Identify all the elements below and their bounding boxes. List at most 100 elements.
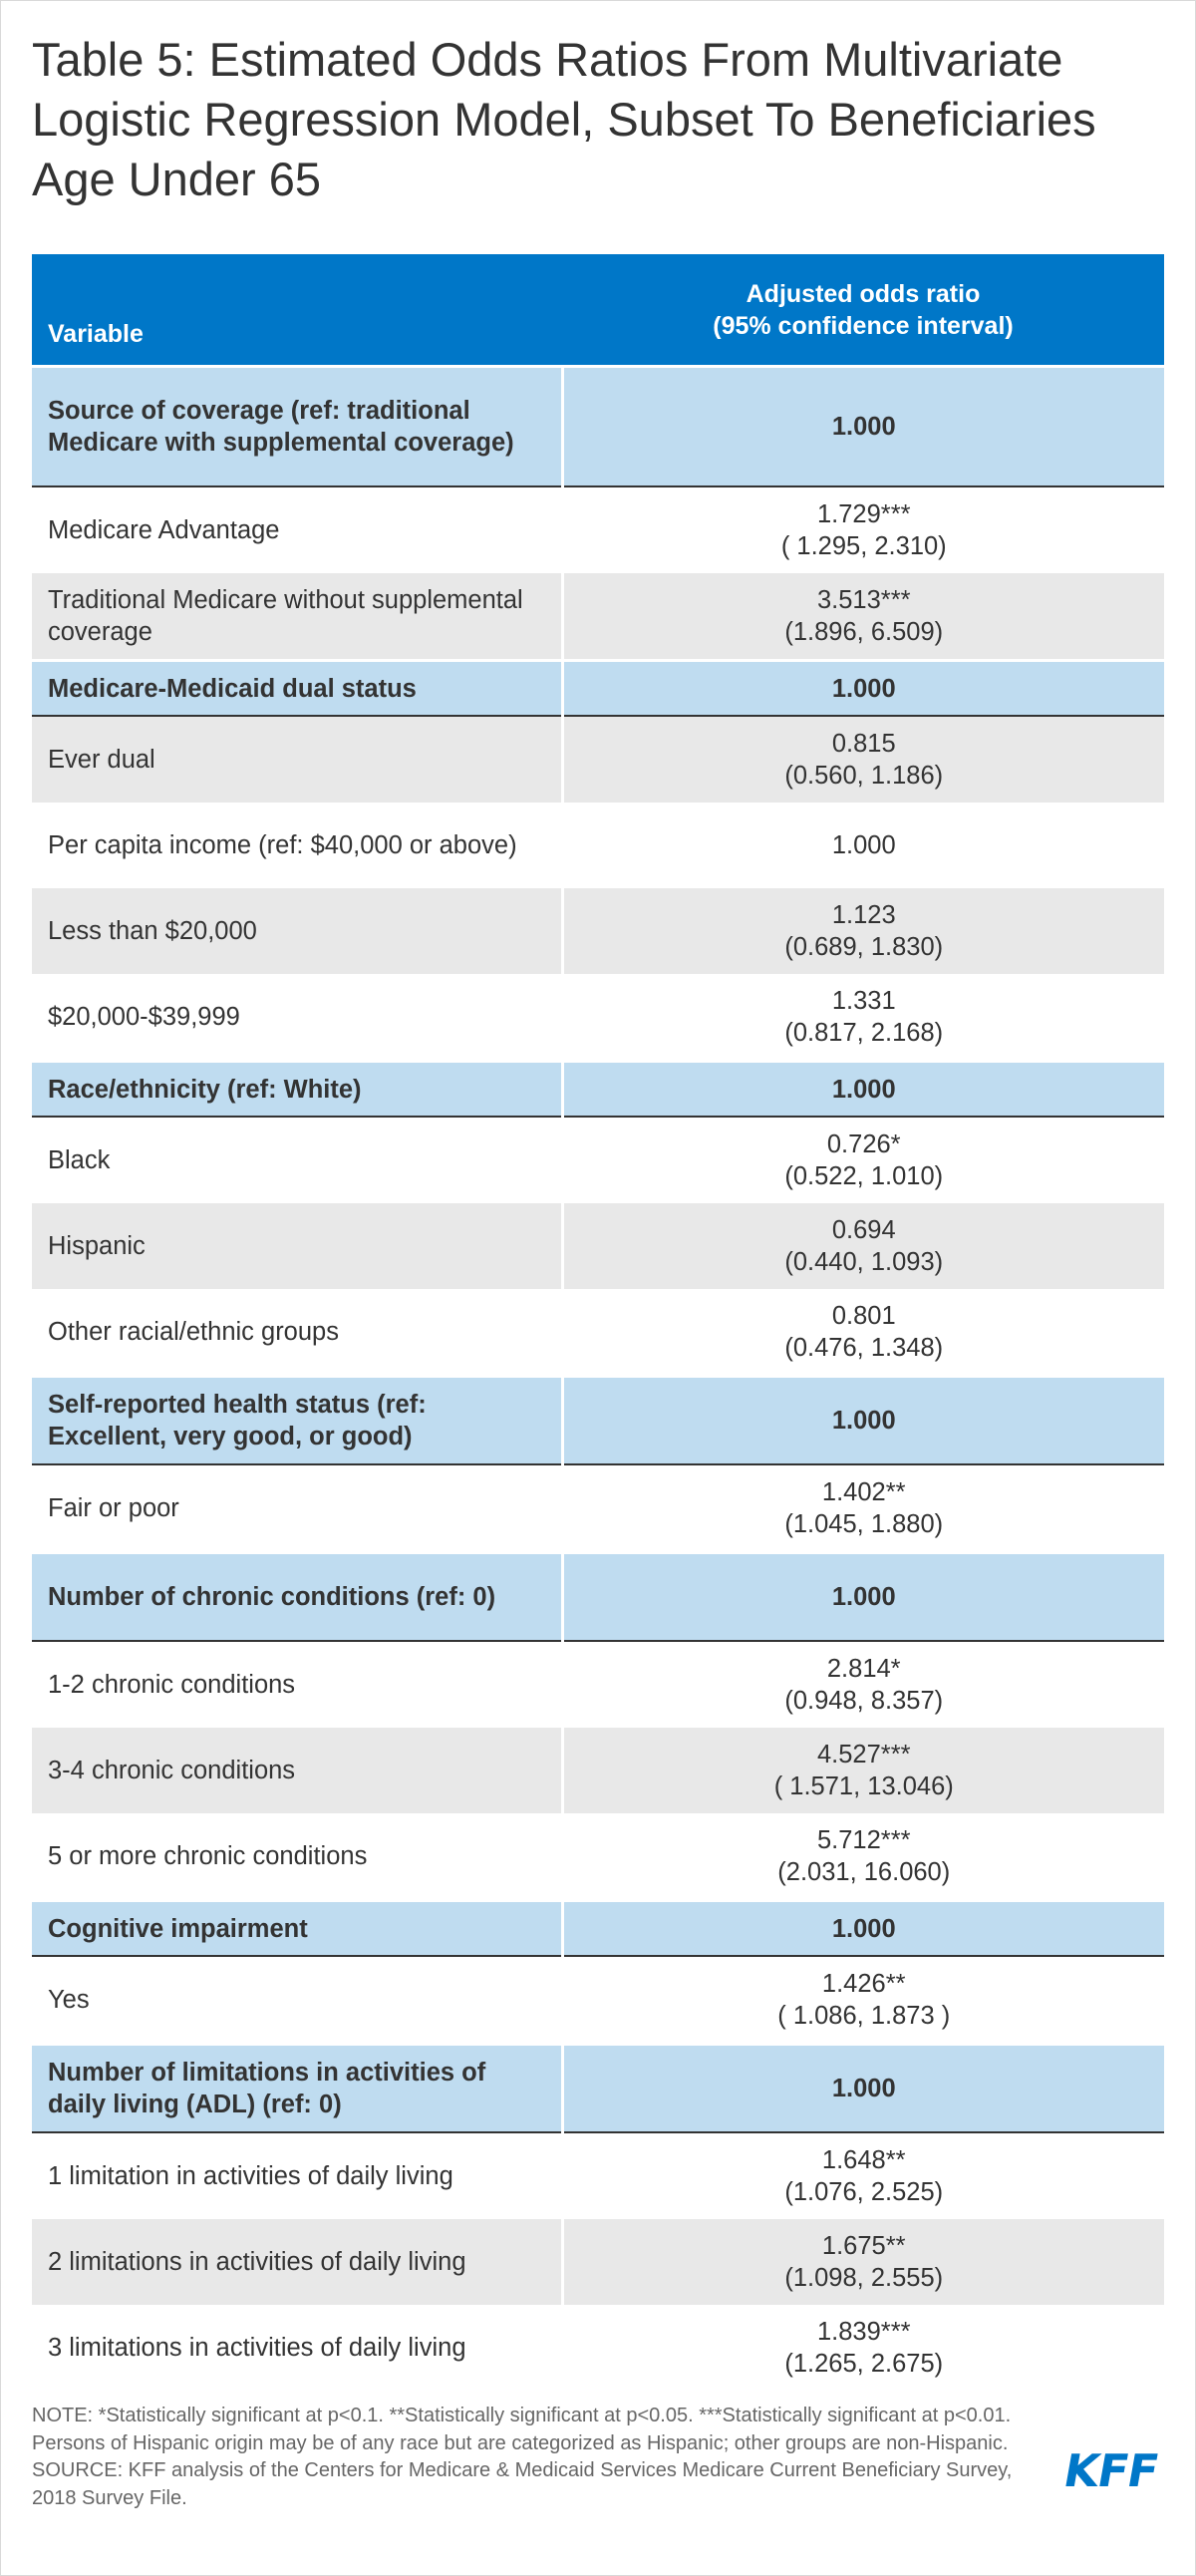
odds-ratio-cell: 1.675** (1.098, 2.555) bbox=[562, 2219, 1164, 2305]
odds-ratio-value: 1.648** bbox=[821, 2146, 906, 2174]
confidence-interval: (0.560, 1.186) bbox=[784, 762, 944, 790]
variable-cell: Per capita income (ref: $40,000 or above… bbox=[32, 803, 564, 888]
table-row: $20,000-$39,999 1.331 (0.817, 2.168) bbox=[32, 974, 1164, 1062]
odds-ratio-cell: 0.815 (0.560, 1.186) bbox=[562, 716, 1164, 803]
section-header-row: Race/ethnicity (ref: White) 1.000 bbox=[32, 1061, 1164, 1117]
odds-ratio-cell: 1.000 bbox=[562, 803, 1164, 888]
table-row: Per capita income (ref: $40,000 or above… bbox=[32, 803, 1164, 888]
variable-cell: 2 limitations in activities of daily liv… bbox=[32, 2219, 564, 2305]
section-header-row: Medicare-Medicaid dual status 1.000 bbox=[32, 660, 1164, 716]
odds-ratio-header-line1: Adjusted odds ratio bbox=[746, 279, 981, 308]
table-row: 1-2 chronic conditions 2.814* (0.948, 8.35… bbox=[32, 1641, 1164, 1728]
odds-ratio-cell: 3.513*** (1.896, 6.509) bbox=[562, 573, 1164, 661]
confidence-interval: ( 1.571, 13.046) bbox=[773, 1772, 954, 1800]
variable-cell: 1 limitation in activities of daily livi… bbox=[32, 2132, 564, 2219]
odds-ratio-value: 1.000 bbox=[831, 1407, 896, 1435]
confidence-interval: (1.045, 1.880) bbox=[784, 1510, 944, 1538]
table-row: Other racial/ethnic groups 0.801 (0.476, 1… bbox=[32, 1289, 1164, 1377]
variable-cell: Fair or poor bbox=[32, 1464, 564, 1553]
variable-cell: 1-2 chronic conditions bbox=[32, 1641, 564, 1728]
variable-column-header: Variable bbox=[32, 254, 562, 367]
variable-cell: Black bbox=[32, 1117, 564, 1203]
odds-ratio-cell: 0.694 (0.440, 1.093) bbox=[562, 1203, 1164, 1289]
odds-ratio-value: 5.712*** bbox=[816, 1826, 911, 1854]
odds-ratio-value: 1.123 bbox=[831, 901, 896, 929]
confidence-interval: (0.522, 1.010) bbox=[784, 1162, 944, 1190]
variable-cell: Race/ethnicity (ref: White) bbox=[32, 1061, 564, 1117]
variable-cell: Source of coverage (ref: traditional Med… bbox=[32, 366, 564, 486]
confidence-interval: (1.076, 2.525) bbox=[784, 2178, 944, 2206]
section-header-row: Cognitive impairment 1.000 bbox=[32, 1900, 1164, 1956]
odds-ratio-cell: 1.331 (0.817, 2.168) bbox=[562, 974, 1164, 1062]
variable-cell: Less than $20,000 bbox=[32, 888, 564, 974]
confidence-interval: (1.896, 6.509) bbox=[784, 618, 944, 646]
odds-ratio-value: 1.000 bbox=[831, 674, 896, 703]
table-row: 5 or more chronic conditions 5.712*** (2.0… bbox=[32, 1813, 1164, 1901]
section-header-row: Self-reported health status (ref: Excell… bbox=[32, 1376, 1164, 1464]
table-body: Source of coverage (ref: traditional Med… bbox=[32, 366, 1164, 2391]
odds-ratio-cell: 1.729*** ( 1.295, 2.310) bbox=[562, 486, 1164, 573]
variable-cell: Other racial/ethnic groups bbox=[32, 1289, 564, 1377]
odds-ratio-table: Variable Adjusted odds ratio (95% confid… bbox=[32, 254, 1164, 2391]
section-header-row: Number of limitations in activities of d… bbox=[32, 2044, 1164, 2132]
table-row: 3-4 chronic conditions 4.527*** ( 1.571, 1… bbox=[32, 1728, 1164, 1813]
odds-ratio-value: 1.402** bbox=[821, 1478, 906, 1506]
variable-cell: Medicare-Medicaid dual status bbox=[32, 660, 564, 716]
odds-ratio-cell: 0.801 (0.476, 1.348) bbox=[562, 1289, 1164, 1377]
odds-ratio-value: 0.815 bbox=[831, 730, 896, 758]
odds-ratio-cell: 1.839*** (1.265, 2.675) bbox=[562, 2305, 1164, 2391]
variable-cell: Hispanic bbox=[32, 1203, 564, 1289]
odds-ratio-cell: 0.726* (0.522, 1.010) bbox=[562, 1117, 1164, 1203]
odds-ratio-cell: 1.123 (0.689, 1.830) bbox=[562, 888, 1164, 974]
odds-ratio-value: 1.426** bbox=[821, 1970, 906, 1998]
odds-ratio-value: 1.331 bbox=[831, 987, 896, 1015]
confidence-interval: (0.476, 1.348) bbox=[784, 1334, 944, 1362]
odds-ratio-value: 1.000 bbox=[831, 1914, 896, 1943]
odds-ratio-cell: 1.648** (1.076, 2.525) bbox=[562, 2132, 1164, 2219]
variable-cell: Yes bbox=[32, 1956, 564, 2045]
variable-cell: Number of chronic conditions (ref: 0) bbox=[32, 1552, 564, 1641]
odds-ratio-value: 1.000 bbox=[831, 2075, 896, 2102]
confidence-interval: (2.031, 16.060) bbox=[777, 1858, 951, 1886]
odds-ratio-value: 0.726* bbox=[826, 1130, 901, 1158]
odds-ratio-value: 1.000 bbox=[831, 413, 896, 441]
variable-cell: Ever dual bbox=[32, 716, 564, 803]
odds-ratio-value: 1.839*** bbox=[816, 2318, 911, 2346]
odds-ratio-cell: 1.000 bbox=[562, 2044, 1164, 2132]
confidence-interval: ( 1.086, 1.873 ) bbox=[777, 2002, 951, 2030]
odds-ratio-value: 1.000 bbox=[831, 1075, 896, 1104]
kff-logo: KFF bbox=[1059, 2444, 1163, 2497]
odds-ratio-value: 3.513*** bbox=[816, 586, 911, 614]
odds-ratio-value: 0.801 bbox=[831, 1302, 896, 1330]
odds-ratio-value: 1.675** bbox=[821, 2232, 906, 2260]
table-row: 1 limitation in activities of daily livi… bbox=[32, 2132, 1164, 2219]
table-row: Traditional Medicare without supplementa… bbox=[32, 573, 1164, 661]
table-row: 3 limitations in activities of daily liv… bbox=[32, 2305, 1164, 2391]
note-text: NOTE: *Statistically significant at p<0.… bbox=[32, 2405, 1012, 2454]
confidence-interval: (0.817, 2.168) bbox=[784, 1019, 944, 1047]
odds-ratio-value: 2.814* bbox=[826, 1655, 901, 1683]
table-row: Black 0.726* (0.522, 1.010) bbox=[32, 1117, 1164, 1203]
odds-ratio-cell: 1.426** ( 1.086, 1.873 ) bbox=[562, 1956, 1164, 2045]
section-header-row: Number of chronic conditions (ref: 0) 1.0… bbox=[32, 1552, 1164, 1641]
odds-ratio-header-line2: (95% confidence interval) bbox=[713, 311, 1014, 340]
odds-ratio-cell: 1.000 bbox=[562, 366, 1164, 486]
variable-cell: Cognitive impairment bbox=[32, 1900, 564, 1956]
odds-ratio-value: 4.527*** bbox=[816, 1741, 911, 1769]
table-row: Hispanic 0.694 (0.440, 1.093) bbox=[32, 1203, 1164, 1289]
odds-ratio-value: 1.729*** bbox=[816, 500, 911, 528]
variable-cell: 5 or more chronic conditions bbox=[32, 1813, 564, 1901]
confidence-interval: (1.265, 2.675) bbox=[784, 2350, 944, 2378]
variable-cell: 3-4 chronic conditions bbox=[32, 1728, 564, 1813]
odds-ratio-value: 1.000 bbox=[831, 831, 896, 859]
table-row: Yes 1.426** ( 1.086, 1.873 ) bbox=[32, 1956, 1164, 2045]
odds-ratio-cell: 1.000 bbox=[562, 1061, 1164, 1117]
odds-ratio-cell: 1.000 bbox=[562, 1900, 1164, 1956]
table-row: Less than $20,000 1.123 (0.689, 1.830) bbox=[32, 888, 1164, 974]
footnotes: NOTE: *Statistically significant at p<0.… bbox=[32, 2403, 1039, 2512]
odds-ratio-cell: 1.000 bbox=[562, 660, 1164, 716]
odds-ratio-cell: 1.000 bbox=[562, 1376, 1164, 1464]
table-row: Medicare Advantage 1.729*** ( 1.295, 2.310… bbox=[32, 486, 1164, 573]
table-row: Fair or poor 1.402** (1.045, 1.880) bbox=[32, 1464, 1164, 1553]
odds-ratio-cell: 5.712*** (2.031, 16.060) bbox=[562, 1813, 1164, 1901]
